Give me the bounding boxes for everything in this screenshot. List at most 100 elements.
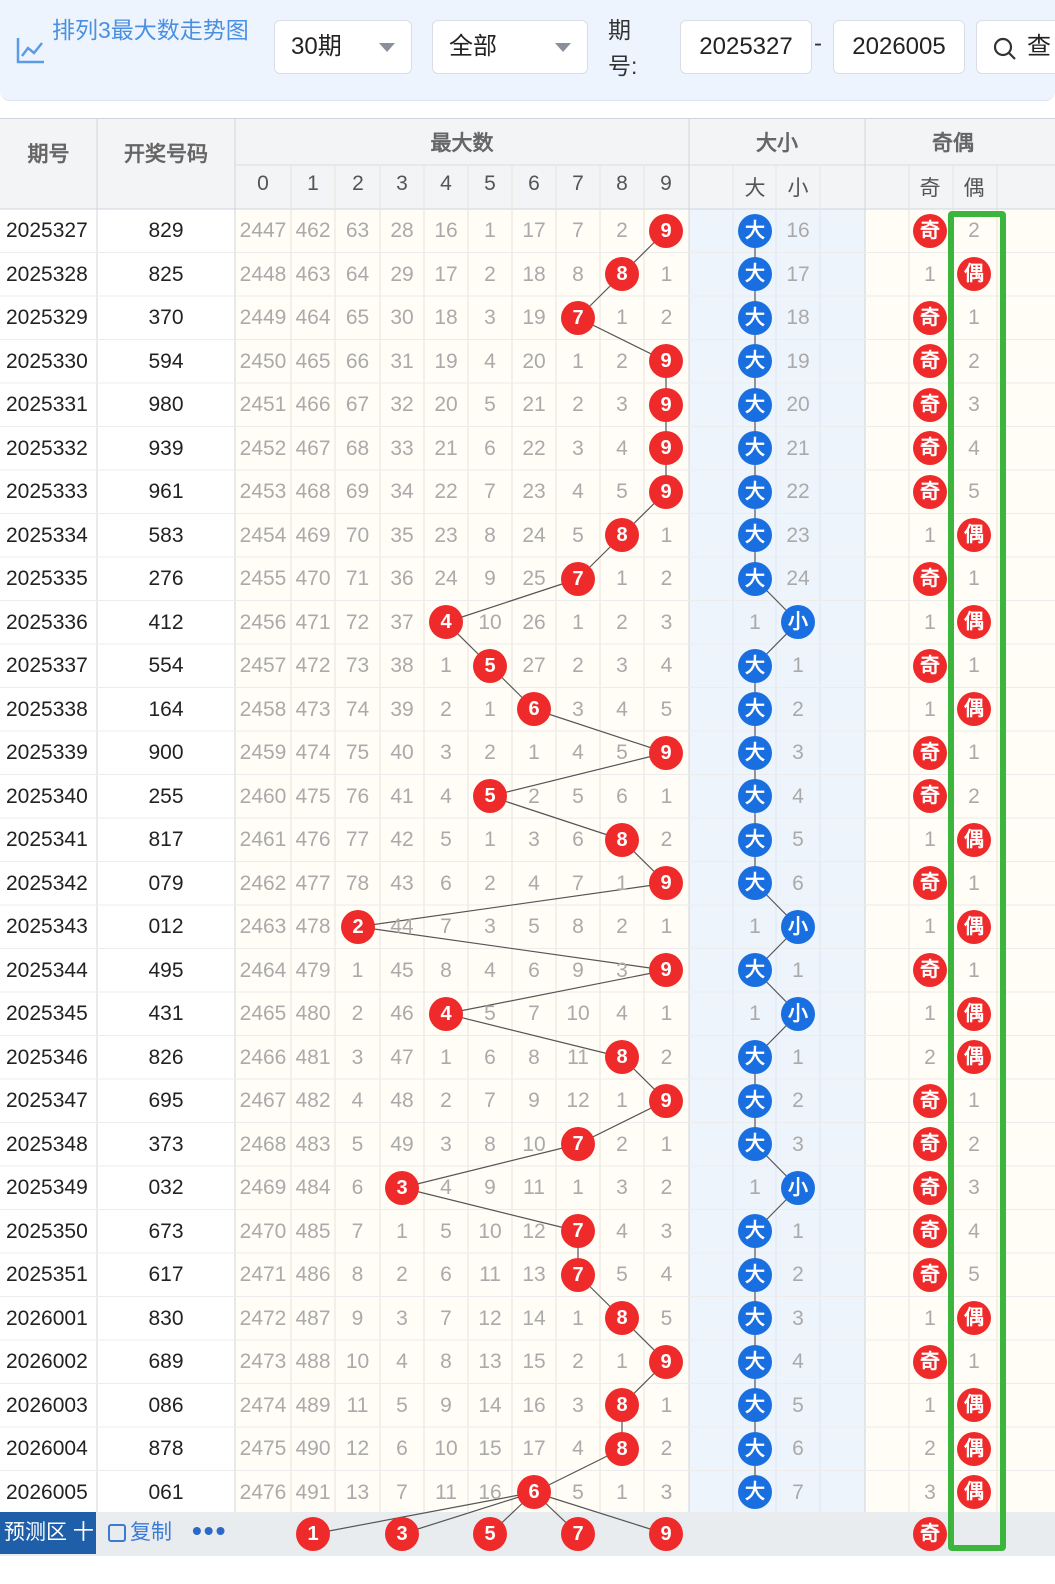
miss-count-cell: 473 bbox=[295, 697, 331, 721]
miss-count-cell: 3 bbox=[484, 306, 496, 329]
miss-count-cell: 4 bbox=[572, 480, 584, 503]
more-icon[interactable]: ••• bbox=[192, 1515, 228, 1546]
miss-count-cell: 21 bbox=[522, 393, 546, 416]
parity-hit-ball: 奇 bbox=[913, 387, 947, 422]
miss-count-cell: 69 bbox=[345, 480, 370, 503]
miss-count-cell: 2471 bbox=[239, 1263, 287, 1286]
col-number-header: 开奖号码 bbox=[124, 143, 208, 166]
miss-count-cell: 2449 bbox=[239, 306, 287, 329]
copy-label: 复制 bbox=[130, 1521, 172, 1544]
size-miss-cell: 1 bbox=[749, 610, 761, 634]
size-miss-cell: 1 bbox=[749, 915, 761, 938]
miss-count-cell: 4 bbox=[616, 1219, 628, 1243]
miss-count-cell: 17 bbox=[434, 262, 458, 286]
miss-count-cell: 2472 bbox=[239, 1306, 287, 1330]
miss-count-cell: 13 bbox=[478, 1350, 502, 1373]
predict-ball[interactable]: 1 bbox=[296, 1517, 330, 1551]
miss-count-cell: 2 bbox=[396, 1263, 408, 1286]
period-cell: 2025345 bbox=[6, 1002, 88, 1025]
predict-ball[interactable]: 3 bbox=[385, 1517, 419, 1551]
size-hit-ball: 大 bbox=[738, 344, 772, 379]
miss-count-cell: 10 bbox=[434, 1437, 458, 1460]
parity-miss-cell: 1 bbox=[968, 654, 980, 677]
draw-number-cell: 276 bbox=[148, 567, 184, 590]
trend-line bbox=[357, 882, 667, 928]
predict-ball[interactable]: 5 bbox=[473, 1517, 507, 1551]
miss-count-cell: 3 bbox=[616, 654, 628, 677]
miss-count-cell: 43 bbox=[390, 871, 414, 895]
period-count-select[interactable]: 30期 bbox=[274, 20, 412, 74]
miss-count-cell: 2455 bbox=[239, 567, 287, 590]
start-period-input[interactable]: 2025327 bbox=[680, 20, 812, 74]
end-period-input[interactable]: 2026005 bbox=[833, 20, 965, 74]
filter-select[interactable]: 全部 bbox=[432, 20, 588, 74]
miss-count-cell: 66 bbox=[345, 349, 370, 373]
period-cell: 2025342 bbox=[6, 871, 88, 895]
parity-miss-cell: 1 bbox=[924, 828, 936, 851]
miss-count-cell: 4 bbox=[484, 958, 496, 982]
max-hit-ball: 7 bbox=[561, 561, 595, 596]
miss-count-cell: 4 bbox=[351, 1089, 364, 1112]
max-hit-ball: 4 bbox=[429, 996, 463, 1031]
miss-count-cell: 78 bbox=[345, 871, 370, 895]
miss-count-cell: 10 bbox=[345, 1350, 370, 1373]
size-hit-ball: 小 bbox=[781, 909, 815, 944]
size-miss-cell: 20 bbox=[786, 393, 810, 416]
col-period-header: 期号 bbox=[27, 143, 70, 166]
size-miss-cell: 1 bbox=[749, 1002, 761, 1025]
miss-count-cell: 9 bbox=[484, 567, 496, 590]
query-button[interactable]: 查 bbox=[976, 20, 1055, 74]
draw-number-cell: 617 bbox=[148, 1263, 184, 1286]
max-hit-ball: 8 bbox=[605, 518, 639, 553]
period-cell: 2026003 bbox=[6, 1393, 88, 1417]
miss-count-cell: 2 bbox=[484, 871, 496, 895]
period-cell: 2025340 bbox=[6, 784, 88, 808]
size-miss-cell: 6 bbox=[792, 871, 804, 895]
miss-count-cell: 30 bbox=[390, 306, 414, 329]
parity-miss-cell: 1 bbox=[968, 1350, 980, 1373]
miss-count-cell: 47 bbox=[390, 1045, 414, 1069]
miss-count-cell: 1 bbox=[572, 610, 584, 634]
predict-ball[interactable]: 9 bbox=[649, 1517, 683, 1551]
size-hit-ball: 大 bbox=[738, 1475, 772, 1510]
period-cell: 2025349 bbox=[6, 1176, 88, 1199]
trend-line bbox=[489, 795, 623, 841]
miss-count-cell: 6 bbox=[616, 784, 628, 808]
miss-count-cell: 46 bbox=[390, 1002, 414, 1025]
predict-ball[interactable]: 7 bbox=[561, 1517, 595, 1551]
filter-value: 全部 bbox=[449, 33, 497, 60]
group-parity-header: 奇偶 bbox=[932, 132, 974, 155]
period-cell: 2025331 bbox=[6, 393, 88, 416]
miss-count-cell: 9 bbox=[572, 958, 584, 982]
miss-count-cell: 11 bbox=[523, 1176, 545, 1199]
parity-hit-ball: 奇 bbox=[913, 344, 947, 379]
miss-count-cell: 73 bbox=[345, 654, 370, 677]
size-hit-ball: 大 bbox=[738, 1214, 772, 1249]
size-miss-cell: 2 bbox=[792, 1089, 804, 1112]
miss-count-cell: 468 bbox=[295, 480, 331, 503]
draw-number-cell: 495 bbox=[148, 958, 184, 982]
miss-count-cell: 2461 bbox=[239, 828, 287, 851]
size-miss-cell: 2 bbox=[792, 697, 804, 721]
max-hit-ball: 8 bbox=[605, 1301, 639, 1336]
draw-number-cell: 689 bbox=[148, 1350, 184, 1373]
max-hit-ball: 9 bbox=[649, 344, 683, 379]
parity-hit-ball: 奇 bbox=[913, 561, 947, 596]
size-header-0: 大 bbox=[744, 177, 766, 200]
miss-count-cell: 1 bbox=[660, 915, 673, 938]
copy-button[interactable]: 复制 bbox=[108, 1512, 172, 1554]
predict-area-button[interactable]: 预测区 十 bbox=[0, 1512, 96, 1554]
period-cell: 2025337 bbox=[6, 654, 88, 677]
group-max-header: 最大数 bbox=[430, 132, 494, 155]
size-miss-cell: 3 bbox=[792, 741, 804, 764]
parity-hit-ball: 奇 bbox=[913, 648, 947, 683]
digit-header-3: 3 bbox=[396, 172, 408, 195]
chevron-down-icon bbox=[555, 43, 571, 52]
parity-miss-cell: 1 bbox=[968, 958, 980, 982]
miss-count-cell: 5 bbox=[660, 1306, 673, 1330]
miss-count-cell: 1 bbox=[660, 262, 673, 286]
miss-count-cell: 2 bbox=[572, 1350, 584, 1373]
max-hit-ball: 5 bbox=[473, 779, 507, 814]
plus-icon: 十 bbox=[72, 1521, 94, 1544]
predict-parity-ball[interactable]: 奇 bbox=[913, 1517, 947, 1551]
